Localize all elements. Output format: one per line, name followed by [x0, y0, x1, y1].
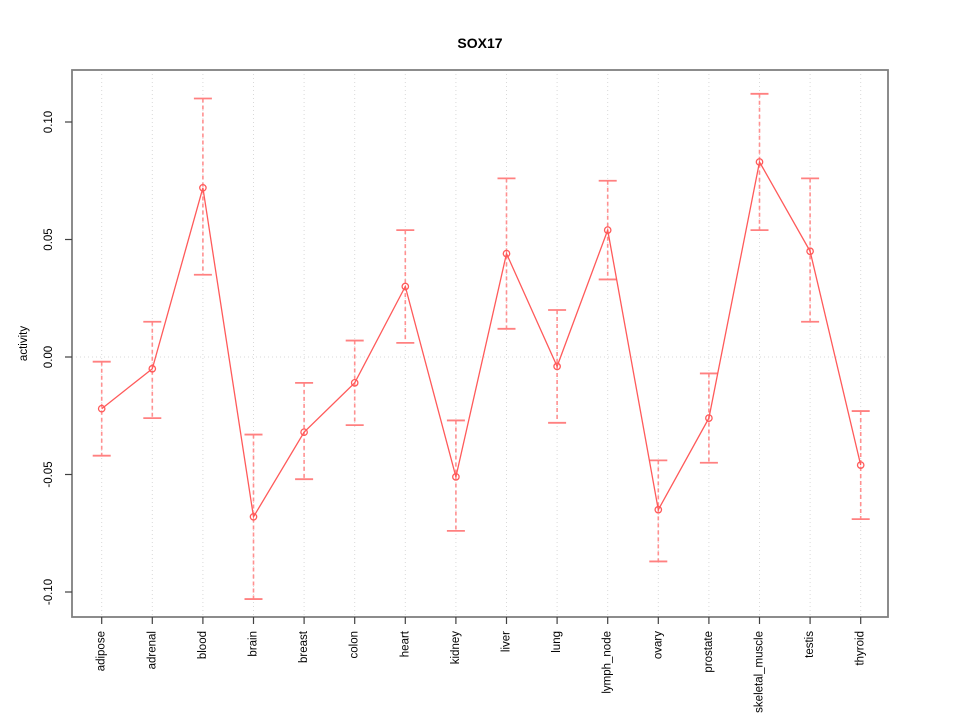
x-category-label: ovary: [652, 631, 664, 659]
x-category-label: heart: [399, 630, 411, 657]
data-point-marker: [705, 414, 713, 422]
data-point-marker: [249, 512, 258, 521]
y-tick-label: -0.05: [43, 461, 55, 487]
chart-title: SOX17: [457, 35, 502, 51]
y-tick-label: -0.10: [43, 579, 55, 605]
y-tick-label: 0.00: [43, 346, 55, 368]
data-point-marker: [856, 461, 865, 469]
x-category-label: adrenal: [146, 631, 158, 669]
x-category-label: kidney: [450, 631, 462, 664]
data-point-marker: [755, 158, 764, 166]
x-category-label: testis: [804, 631, 816, 658]
data-point-marker: [300, 428, 308, 437]
x-category-label: skeletal_muscle: [754, 631, 766, 713]
data-series-line: [101, 160, 862, 519]
data-point-marker: [401, 282, 410, 291]
y-tick-label: 0.05: [43, 228, 55, 250]
data-point-marker: [148, 364, 157, 373]
x-category-label: colon: [349, 631, 361, 659]
data-point-marker: [502, 249, 511, 258]
y-tick-label: 0.10: [43, 111, 55, 133]
x-category-label: breast: [298, 630, 310, 663]
data-point-marker: [199, 183, 207, 192]
data-point-marker: [97, 404, 106, 413]
data-point-marker: [603, 226, 612, 234]
x-category-label: prostate: [703, 631, 715, 673]
x-category-label: thyroid: [855, 631, 867, 666]
x-category-label: liver: [501, 631, 513, 652]
x-category-label: lung: [551, 631, 563, 653]
data-point-marker: [654, 505, 663, 514]
data-point-marker: [553, 362, 561, 371]
data-point-marker: [806, 247, 814, 256]
x-category-label: blood: [197, 631, 209, 659]
x-category-label: brain: [248, 631, 260, 657]
x-category-label: lymph_node: [602, 631, 614, 694]
plot-border: [71, 69, 889, 618]
data-point-marker: [452, 472, 460, 481]
y-axis-title: activity: [18, 326, 30, 361]
data-point-marker: [350, 378, 359, 387]
x-category-label: adipose: [96, 631, 108, 671]
